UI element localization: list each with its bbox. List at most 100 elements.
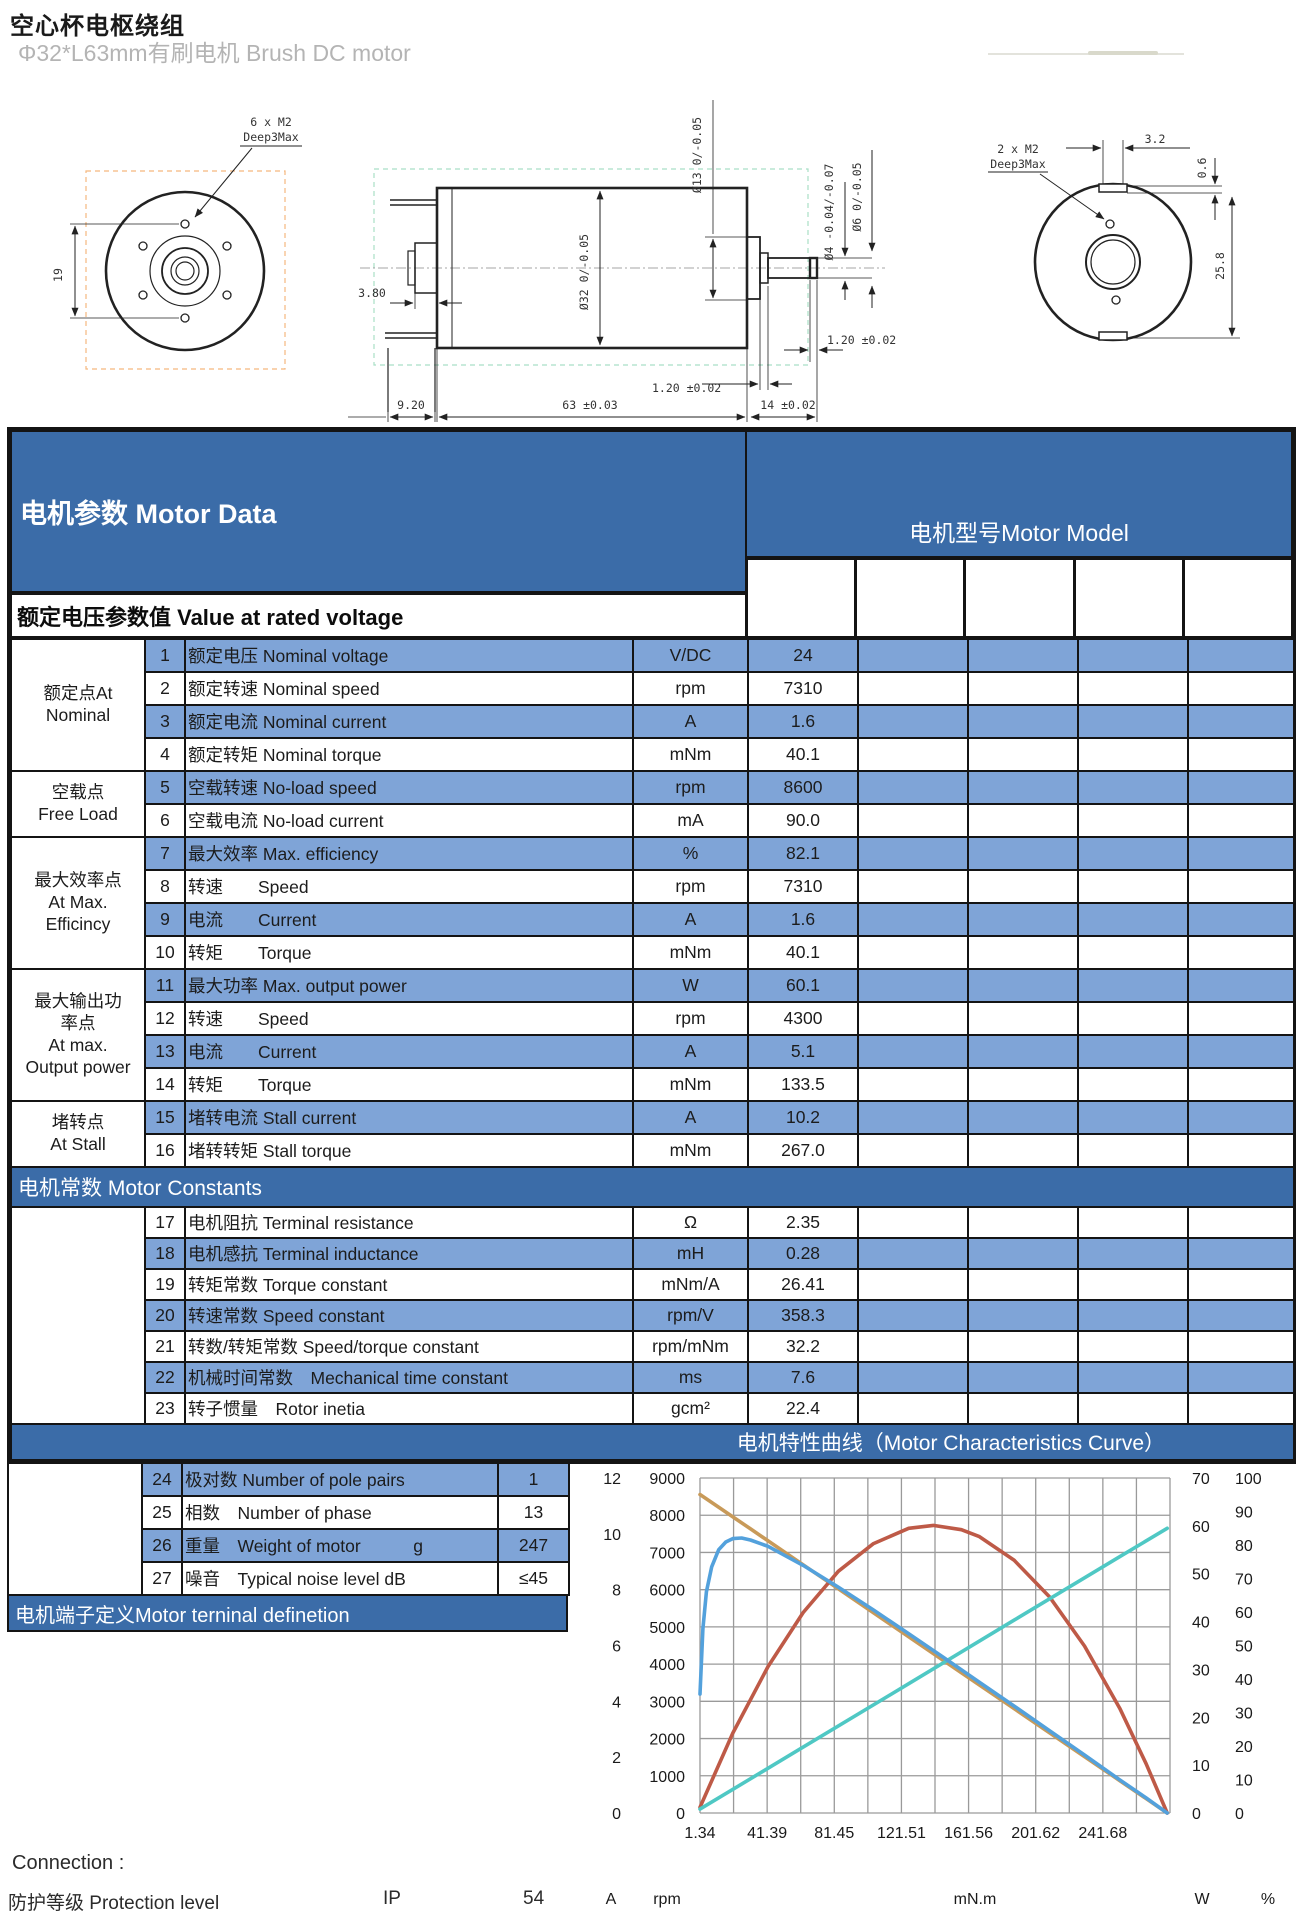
model-value-cell [1187, 803, 1295, 838]
model-value-cell [967, 770, 1079, 805]
table-row: 9 电流 Current A 1.6 [11, 902, 1295, 937]
table-row: 23 转子惯量 Rotor inetia gcm² 22.4 [11, 1392, 1295, 1425]
chart-label: 70 [1235, 1572, 1253, 1589]
param-name: 转矩 Torque [184, 1067, 634, 1102]
param-number: 25 [141, 1495, 183, 1530]
group-label-cell: 空载点 Free Load [10, 770, 146, 838]
param-number: 23 [144, 1392, 186, 1425]
model-value-cell [1187, 1034, 1295, 1069]
param-unit: % [632, 836, 749, 871]
param-unit: mNm/A [632, 1268, 749, 1301]
param-unit: V/DC [632, 638, 749, 673]
protection-value: 54 [523, 1888, 545, 1909]
chart-label: 100 [1235, 1471, 1262, 1488]
svg-text:63 ±0.03: 63 ±0.03 [562, 398, 617, 412]
param-unit: mNm [632, 1067, 749, 1102]
chart-label: 60 [1192, 1519, 1210, 1536]
page-subtitle: Φ32*L63mm有刷电机 Brush DC motor [18, 40, 411, 66]
param-name: 极对数 Number of pole pairs [181, 1462, 499, 1497]
param-name: 电机阻抗 Terminal resistance [184, 1206, 634, 1239]
chart-label: 1000 [649, 1769, 685, 1786]
param-name: 转矩 Torque [184, 935, 634, 970]
model-value-cell [967, 836, 1079, 871]
series-current [698, 1526, 1170, 1811]
constants-band-label: 电机常数 Motor Constants [10, 1166, 1295, 1208]
chart-label: 41.39 [747, 1825, 787, 1842]
svg-text:1.20 ±0.02: 1.20 ±0.02 [652, 381, 721, 395]
param-number: 12 [144, 1001, 186, 1036]
param-name: 转速 Speed [184, 869, 634, 904]
series-output-power [698, 1523, 1170, 1815]
param-number: 16 [144, 1133, 186, 1168]
chart-label: 0 [612, 1806, 621, 1823]
model-value-cell [1187, 1330, 1295, 1363]
model-value-cell [857, 704, 969, 739]
param-value: 22.4 [747, 1392, 859, 1425]
model-value-cell [1187, 1237, 1295, 1270]
svg-text:Deep3Max: Deep3Max [990, 157, 1045, 171]
param-unit: rpm [632, 1001, 749, 1036]
param-unit: mNm [632, 737, 749, 772]
model-value-cell [1077, 1268, 1189, 1301]
param-name: 重量 Weight of motor g [181, 1528, 499, 1563]
model-value-cell [857, 1299, 969, 1332]
model-value-cell [967, 1034, 1079, 1069]
table-row: 14 转矩 Torque mNm 133.5 [11, 1067, 1295, 1102]
svg-text:9.20: 9.20 [397, 398, 425, 412]
model-value-cell [1187, 1206, 1295, 1239]
svg-text:3.2: 3.2 [1145, 132, 1166, 146]
model-value-cell [1187, 1133, 1295, 1168]
model-value-cell [967, 737, 1079, 772]
param-value: 26.41 [747, 1268, 859, 1301]
chart-label: 50 [1192, 1567, 1210, 1584]
param-value: 90.0 [747, 803, 859, 838]
model-value-cell [1187, 1067, 1295, 1102]
table-row: 3 额定电流 Nominal current A 1.6 [11, 704, 1295, 739]
model-value-cell [1077, 935, 1189, 970]
param-name: 堵转电流 Stall current [184, 1100, 634, 1135]
model-value-cell [857, 1001, 969, 1036]
group-label-cell: 堵转点 At Stall [10, 1100, 146, 1168]
param-number: 27 [141, 1561, 183, 1596]
table-row: 最大效率点 At Max. Efficincy 7 最大效率 Max. efficien… [10, 836, 1295, 970]
model-value-cell [967, 1299, 1079, 1332]
table-row: 堵转点 At Stall 15 堵转电流 Stall current A 10.2 [10, 1100, 1295, 1168]
model-cell [965, 558, 1075, 638]
model-value-cell [1187, 1299, 1295, 1332]
model-value-cell [1077, 737, 1189, 772]
table-row: 20 转速常数 Speed constant rpm/V 358.3 [11, 1299, 1295, 1332]
model-value-cell [857, 1067, 969, 1102]
model-value-cell [1077, 1299, 1189, 1332]
chart-label: W [1194, 1891, 1210, 1908]
model-value-cell [967, 1268, 1079, 1301]
model-value-cell [857, 1034, 969, 1069]
model-value-cell [1187, 1268, 1295, 1301]
chart-label: 40 [1235, 1672, 1253, 1689]
model-value-cell [857, 1133, 969, 1168]
motor-data-table: 电机参数 Motor Data 额定电压参数值 Value at rated v… [7, 427, 1296, 1464]
model-value-cell [1187, 935, 1295, 970]
model-value-cell [967, 1133, 1079, 1168]
param-unit: rpm [632, 770, 749, 805]
model-value-cell [1187, 836, 1295, 871]
page-title: 空心杯电枢绕组 [10, 13, 185, 40]
param-unit: mH [632, 1237, 749, 1270]
param-value: 2.35 [747, 1206, 859, 1239]
param-number: 13 [144, 1034, 186, 1069]
param-number: 5 [144, 770, 186, 805]
param-number: 10 [144, 935, 186, 970]
chart-label: 8 [612, 1583, 621, 1600]
model-value-cell [857, 1100, 969, 1135]
param-number: 26 [141, 1528, 183, 1563]
group-label-cell: 额定点At Nominal [10, 638, 146, 772]
svg-text:19: 19 [51, 268, 65, 282]
param-unit: A [632, 704, 749, 739]
table-row: 27 噪音 Typical noise level dB ≤45 [8, 1561, 570, 1596]
param-number: 2 [144, 671, 186, 706]
chart-label: 2000 [649, 1732, 685, 1749]
model-value-cell [1187, 869, 1295, 904]
param-value: 4300 [747, 1001, 859, 1036]
svg-text:1.20 ±0.02: 1.20 ±0.02 [827, 333, 896, 347]
param-name: 相数 Number of phase [181, 1495, 499, 1530]
param-number: 15 [144, 1100, 186, 1135]
